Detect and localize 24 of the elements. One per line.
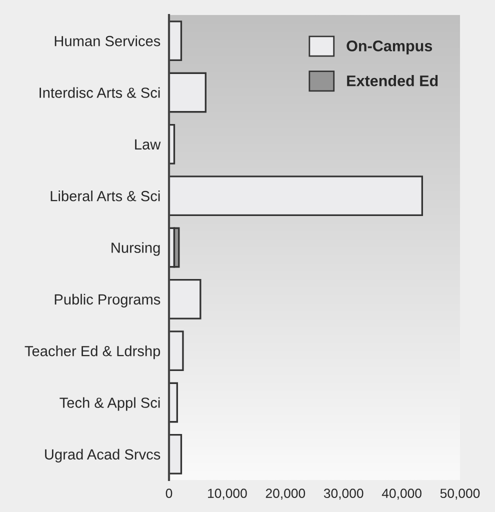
x-tick-label: 40,000 bbox=[382, 488, 422, 500]
y-tick-label: Ugrad Acad Srvcs bbox=[45, 448, 160, 462]
y-tick-label: Liberal Arts & Sci bbox=[50, 190, 160, 202]
bar bbox=[169, 278, 202, 320]
x-tick-label: 10,000 bbox=[208, 488, 247, 500]
y-tick-label: Interdisc Arts & Sci bbox=[40, 87, 160, 98]
y-tick-label: Tech & Appl Sci bbox=[60, 397, 160, 411]
bar bbox=[169, 330, 184, 372]
y-tick-label: Law bbox=[135, 139, 161, 150]
x-tick-label: 0 bbox=[166, 488, 172, 498]
bar bbox=[169, 434, 182, 474]
y-tick-label: Nursing bbox=[112, 242, 160, 256]
y-tick-label: Teacher Ed & Ldrshp bbox=[24, 346, 160, 360]
y-tick-label: Human Services bbox=[54, 36, 160, 46]
legend-label: On-Campus bbox=[346, 40, 432, 54]
bar bbox=[169, 72, 206, 113]
legend-label: Extended Ed bbox=[347, 75, 438, 86]
x-tick-label: 20,000 bbox=[266, 488, 306, 500]
bar bbox=[173, 227, 180, 268]
bar bbox=[169, 176, 424, 216]
bar bbox=[169, 20, 182, 62]
x-tick-label: 50,000 bbox=[440, 488, 480, 500]
y-tick-label: Public Programs bbox=[54, 294, 160, 308]
x-tick-label: 30,000 bbox=[324, 488, 364, 500]
